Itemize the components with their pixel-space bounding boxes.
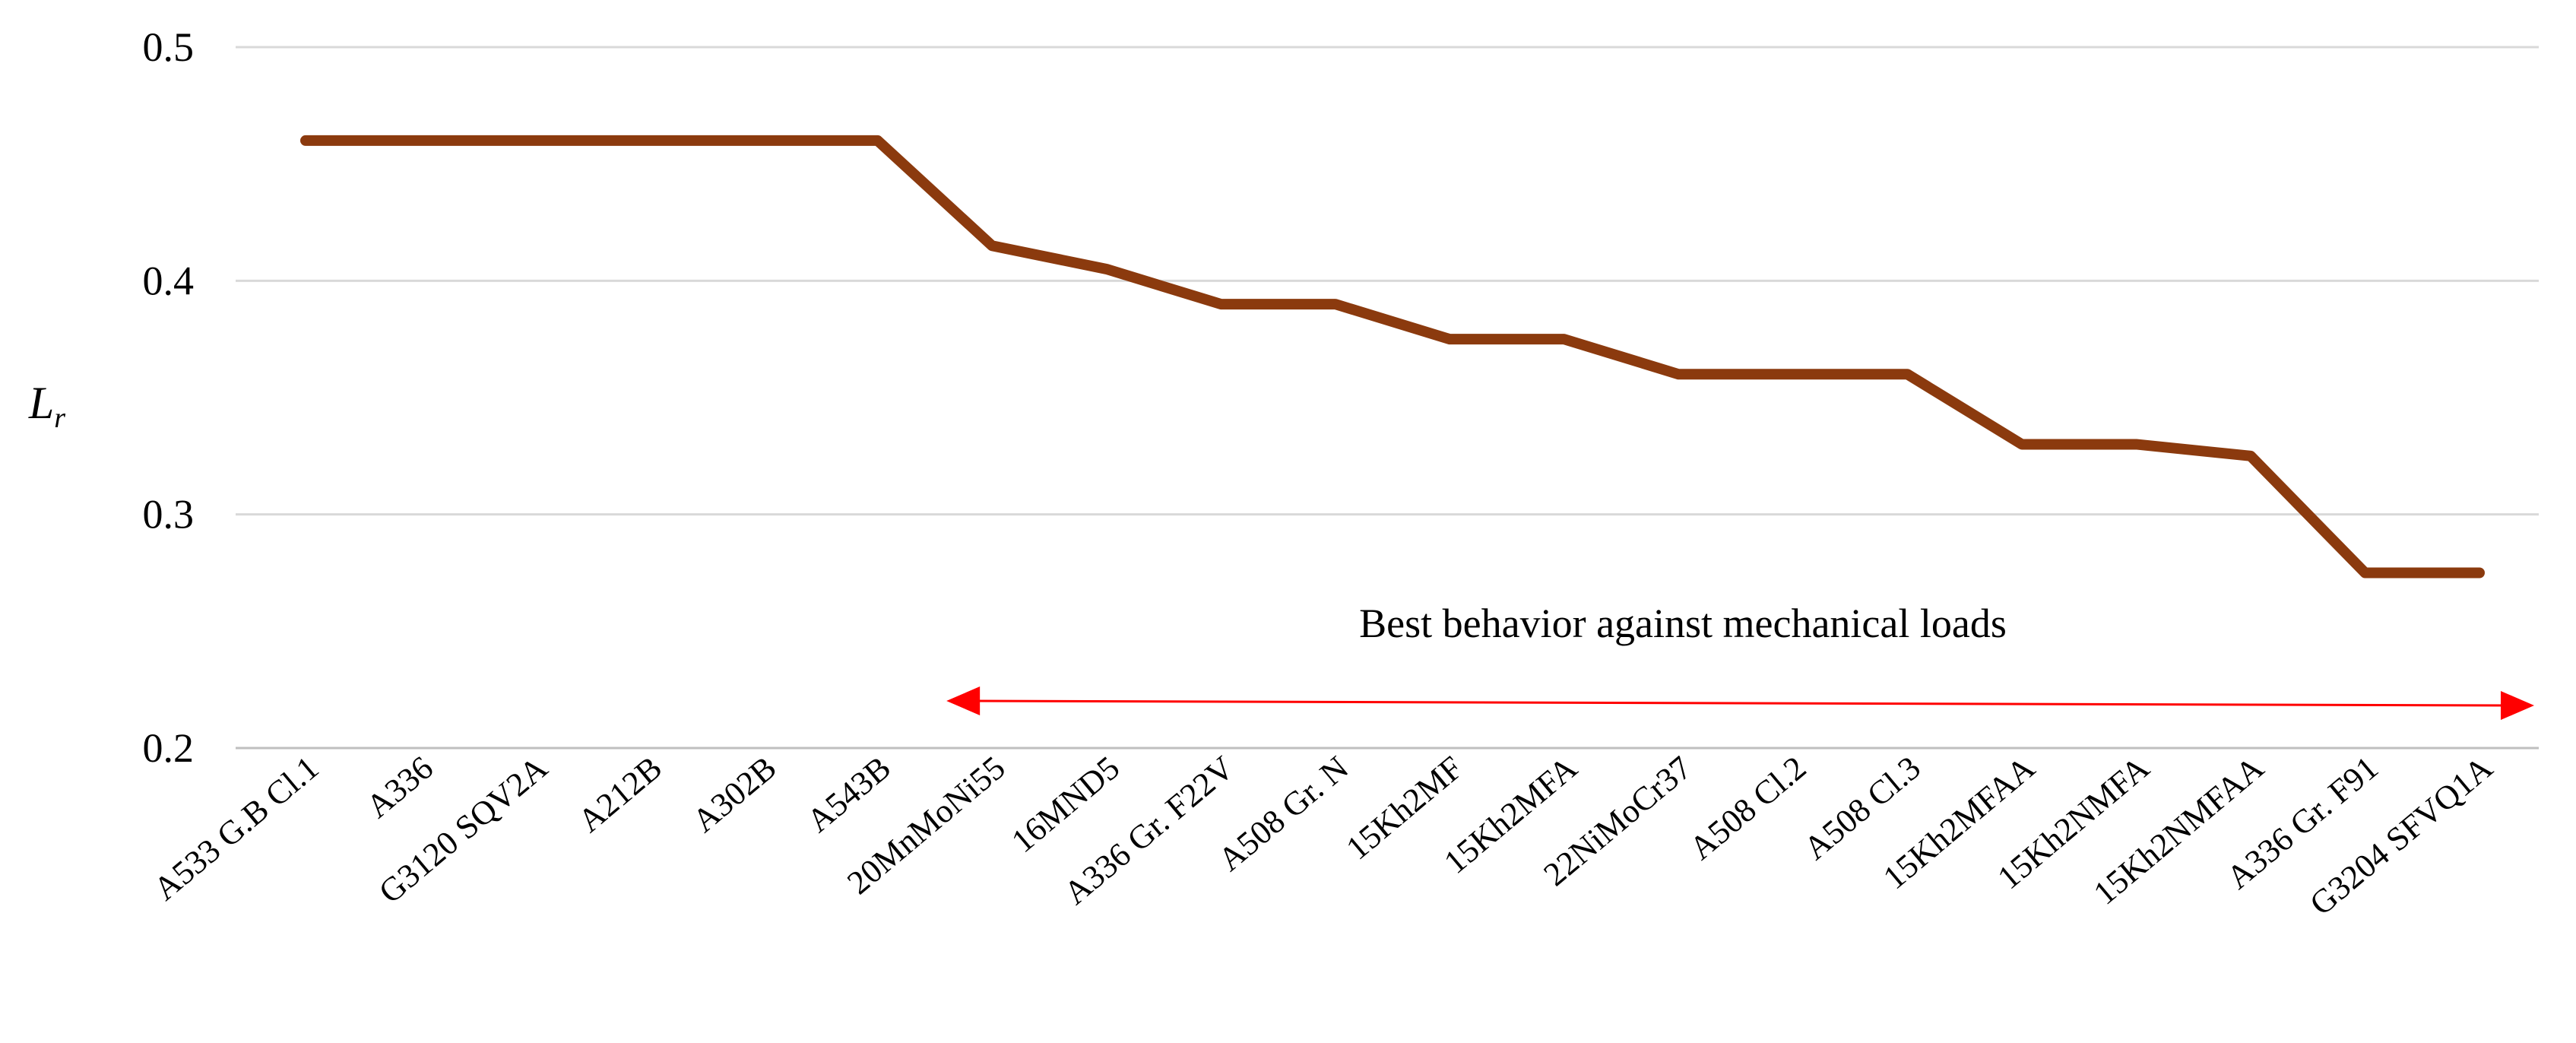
data-point — [877, 140, 878, 141]
y-axis-label: Lr — [28, 378, 65, 434]
y-axis-ticks: 0.2 0.3 0.4 0.5 — [143, 24, 195, 771]
x-tick-label: A212B — [571, 749, 669, 839]
data-point — [648, 140, 649, 141]
data-point — [2250, 455, 2251, 456]
data-point — [1907, 374, 1908, 375]
series-line — [300, 135, 2485, 579]
y-axis-label-main: L — [28, 378, 54, 428]
annotation: Best behavior against mechanical loads — [946, 601, 2534, 720]
x-tick-label: A336 — [360, 749, 440, 825]
data-point — [1792, 374, 1793, 375]
series-layer — [300, 135, 2485, 579]
y-axis-label-group: Lr — [28, 378, 65, 434]
x-tick-label: A302B — [686, 749, 784, 839]
y-tick-label: 0.5 — [143, 24, 195, 70]
data-point — [2479, 572, 2480, 573]
gridlines — [236, 46, 2539, 750]
data-point — [1106, 268, 1107, 269]
y-tick-label: 0.2 — [143, 725, 195, 771]
annotation-arrow — [969, 699, 2512, 707]
annotation-text: Best behavior against mechanical loads — [1359, 601, 2007, 646]
y-axis-label-subscript: r — [54, 402, 65, 434]
y-tick-label: 0.4 — [143, 258, 195, 303]
data-point — [534, 140, 535, 141]
x-tick-label: A508 Cl.2 — [1682, 749, 1813, 867]
y-tick-label: 0.3 — [143, 492, 195, 537]
data-point — [1335, 304, 1336, 305]
data-point — [2136, 444, 2137, 445]
x-tick-label: A533 G.B Cl.1 — [147, 749, 326, 908]
data-point — [2021, 444, 2022, 445]
x-tick-label: A543B — [800, 749, 898, 839]
annotation-arrowhead-right — [2501, 691, 2534, 720]
annotation-arrowhead-left — [946, 686, 981, 715]
data-point — [763, 140, 764, 141]
data-point — [1678, 374, 1679, 375]
